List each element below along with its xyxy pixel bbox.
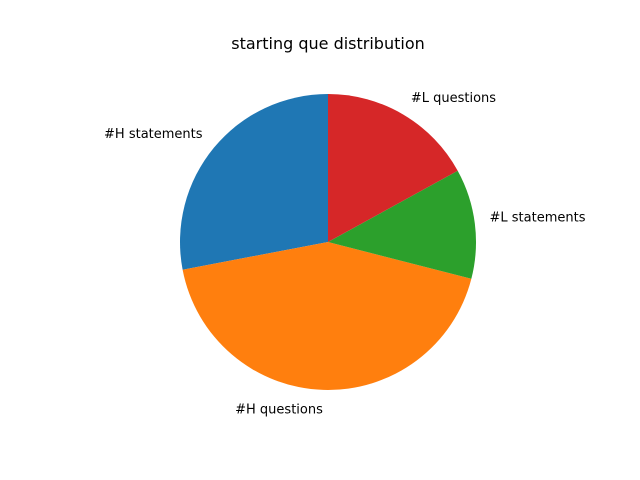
pie-label-h-questions: #H questions: [235, 403, 323, 418]
pie-labels: #H statements #H questions #L statements #L…: [104, 91, 586, 418]
pie-slice-l-statements: [328, 170, 477, 279]
chart-title: starting que distribution: [231, 34, 425, 53]
pie-label-l-statements: #L statements: [490, 211, 586, 226]
pie-slice-h-statements: [180, 94, 328, 270]
pie-slices: [180, 94, 477, 391]
pie-slice-l-questions: [328, 94, 458, 242]
pie-label-l-questions: #L questions: [411, 91, 496, 106]
pie-slice-h-questions: [182, 242, 472, 391]
pie-label-h-statements: #H statements: [104, 127, 203, 142]
